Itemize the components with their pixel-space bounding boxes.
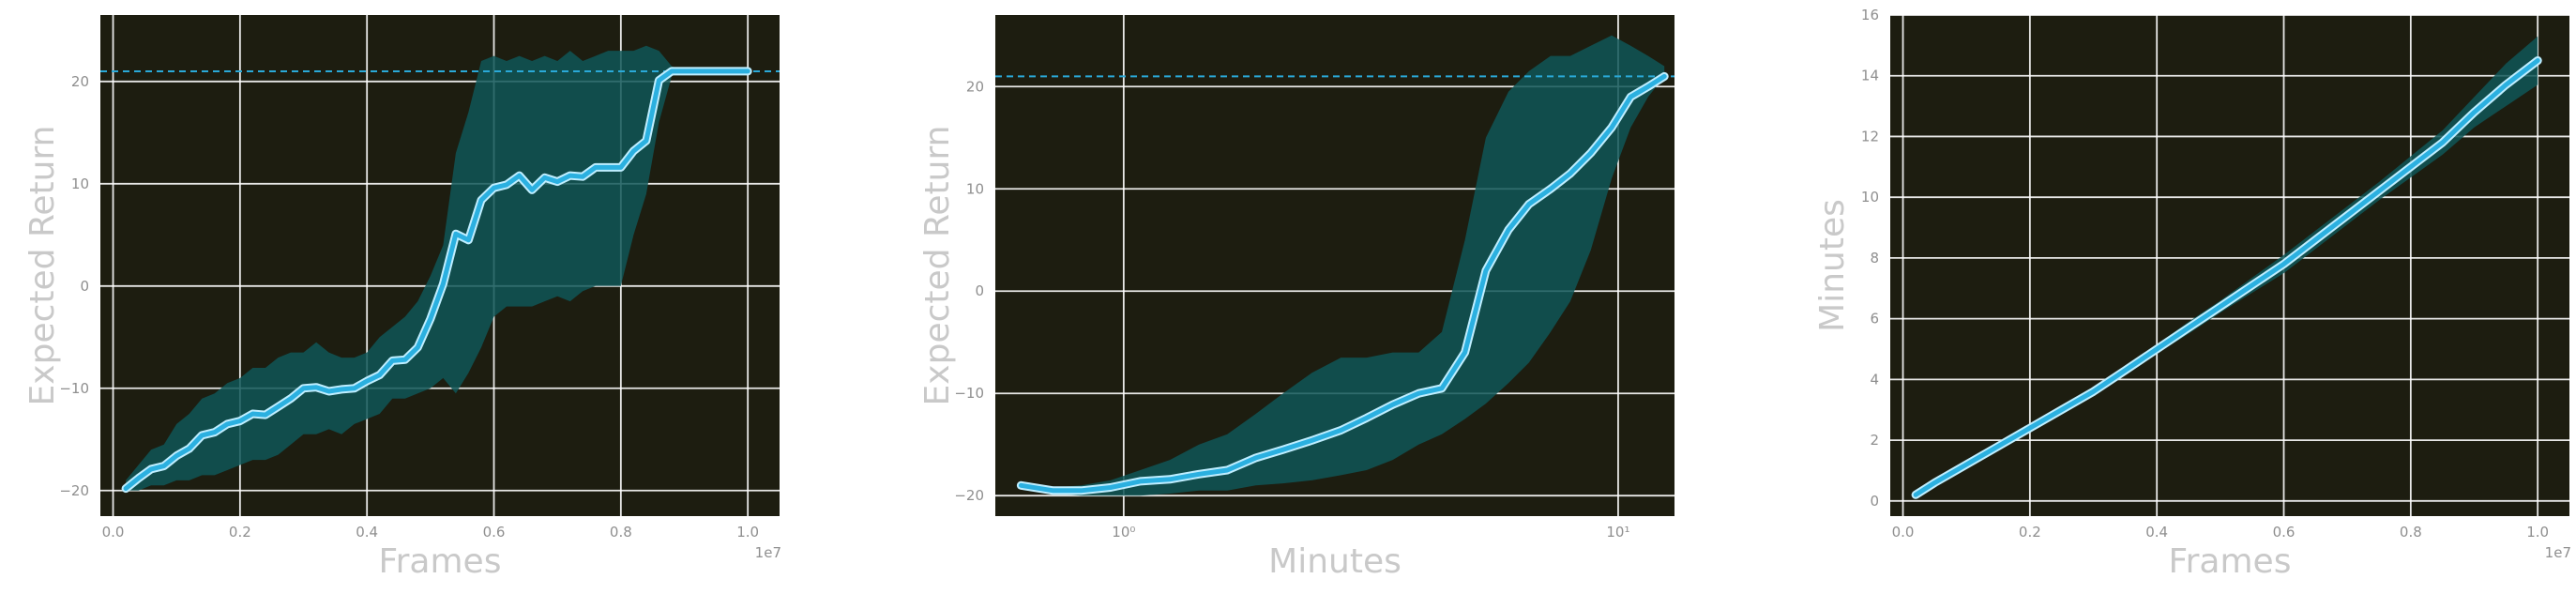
x-tick-label: 0.8 [610,524,632,541]
x-axis-label: Frames [2169,542,2292,581]
y-axis-label: Minutes [1813,199,1852,332]
chart-return-vs-minutes: 10⁰ 10¹ −20 −10 0 10 20 Minutes Expected Return [918,15,1674,581]
x-tick-label: 0.6 [483,524,506,541]
confidence-band [1021,35,1665,496]
mean-line [1018,73,1667,494]
y-tick-label: −10 [59,380,89,397]
y-tick-label: 12 [1861,128,1879,145]
x-axis-label: Minutes [1268,542,1402,581]
x-tick-label: 1.0 [2526,524,2549,541]
y-axis-label: Expected Return [918,126,957,406]
y-tick-label: 4 [1870,371,1879,388]
y-tick-label: 16 [1861,7,1879,23]
y-tick-label: 8 [1870,250,1879,267]
y-tick-label: −10 [954,385,984,402]
y-tick-label: 20 [966,78,984,95]
x-tick-label: 1.0 [736,524,759,541]
y-tick-label: −20 [59,482,89,499]
x-tick-label: 0.2 [2019,524,2041,541]
x-offset-label: 1e7 [755,544,781,561]
x-tick-label: 0.4 [356,524,378,541]
y-tick-label: 10 [1861,189,1879,206]
y-tick-label: 0 [80,278,89,295]
mean-line [1913,58,2540,497]
mean-line [123,69,750,492]
x-tick-label: 0.8 [2400,524,2422,541]
y-tick-label: 2 [1870,432,1879,449]
y-tick-label: 10 [71,175,89,192]
y-tick-label: 0 [975,282,984,299]
x-axis-label: Frames [379,542,502,581]
x-tick-label: 10¹ [1606,524,1629,541]
y-tick-label: 6 [1870,311,1879,327]
x-tick-label: 0.6 [2273,524,2296,541]
x-tick-label: 0.0 [1892,524,1915,541]
chart-minutes-vs-frames: 0.0 0.2 0.4 0.6 0.8 1.0 0 2 4 6 8 10 12 14 16 1e7 Frames… [1813,7,2571,581]
y-tick-label: 10 [966,180,984,197]
x-tick-label: 0.2 [229,524,251,541]
confidence-band [126,45,749,491]
chart-return-vs-frames: 0.0 0.2 0.4 0.6 0.8 1.0 −20 −10 0 10 20 1e7 Frames Ex… [23,15,781,581]
x-offset-label: 1e7 [2545,544,2571,561]
y-tick-label: 14 [1861,68,1879,84]
plot-area [1890,15,2569,516]
y-tick-label: −20 [954,487,984,504]
y-tick-label: 0 [1870,493,1879,510]
x-tick-label: 0.0 [102,524,125,541]
y-tick-label: 20 [71,73,89,90]
y-axis-label: Expected Return [23,126,62,406]
x-tick-label: 0.4 [2145,524,2168,541]
x-tick-label: 10⁰ [1112,524,1135,541]
